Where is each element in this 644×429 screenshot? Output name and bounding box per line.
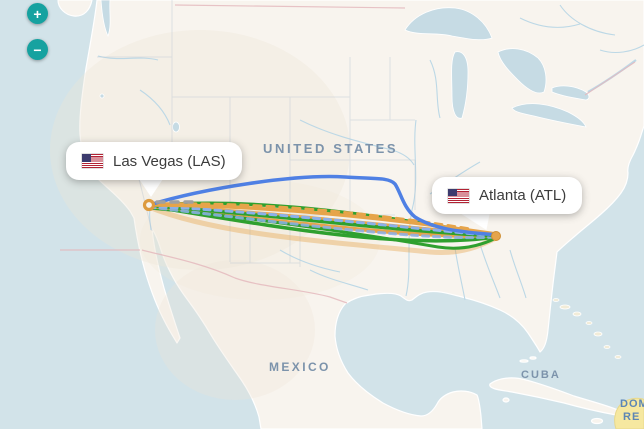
destination-airport-label: Atlanta (ATL) [479,187,567,204]
country-label-mexico: MEXICO [269,360,331,374]
us-flag-icon [448,188,469,203]
country-borders [60,4,636,304]
us-flag-icon [82,154,103,168]
route-skyblue-dashed-2 [147,205,498,240]
zoom-out-button[interactable]: − [27,39,48,60]
route-orange-faint [146,204,499,256]
hispaniola-highlight [614,397,644,429]
zoom-in-button[interactable]: + [27,3,48,24]
bahamas-islands [552,298,622,359]
route-northern-arc [147,174,498,237]
florida-keys [519,359,529,363]
airport-markers [142,198,501,241]
flight-routes [146,174,499,256]
great-lakes [99,0,590,133]
isle-of-youth [502,397,510,403]
country-label-cuba: CUBA [521,369,561,381]
airport-marker-ATL[interactable] [491,231,501,241]
origin-airport-label: Las Vegas (LAS) [113,152,226,170]
airport-marker-LAS[interactable] [142,198,156,212]
route-orange-north [148,203,498,236]
rivers [97,4,644,301]
destination-airport-tooltip[interactable]: Atlanta (ATL) [432,177,583,214]
florida-keys-2 [529,356,537,360]
country-label-clipped-line1: DOM [620,398,644,410]
origin-airport-tooltip[interactable]: Las Vegas (LAS) [66,142,242,180]
vancouver-island [57,0,93,17]
jamaica-island [590,417,604,425]
route-green-mid [147,204,498,238]
country-label-united-states: UNITED STATES [263,141,399,156]
country-label-clipped-line2: RE [623,411,641,423]
